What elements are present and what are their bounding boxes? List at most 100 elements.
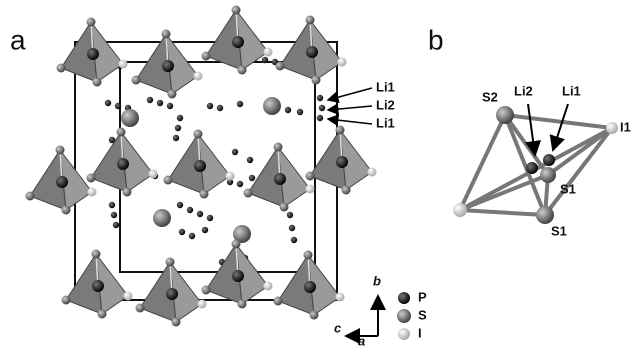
li-atom [291,237,297,243]
vertex-atom [164,176,173,185]
atom-label: Li2 [514,83,533,98]
arrow [328,88,372,100]
vertex-atom [136,304,145,313]
li-atom [202,227,208,233]
vertex-atom [312,76,321,85]
li-atom [147,97,153,103]
vertex-atom [88,188,97,197]
panel-b-structure [453,104,618,224]
vertex-atom [336,293,345,302]
vertex-atom [117,128,126,137]
vertex-atom [238,66,247,75]
p-atom [306,46,318,58]
li-atom [187,207,193,213]
p-atom [304,281,316,293]
atom-label: S1 [560,181,576,196]
axis-label: c [334,320,342,335]
vertex-atom [87,18,96,27]
axis-label: b [373,273,381,288]
li-atom [179,229,185,235]
arrow [328,106,372,110]
p-atom [232,270,244,282]
vertex-atom [200,190,209,199]
li-atom [237,181,243,187]
li-atom [289,225,295,231]
legend-label: I [418,325,422,340]
li-atom [317,95,323,101]
li-atom [287,212,293,218]
li-atom [173,135,179,141]
li-atom [207,215,213,221]
p-atom [56,176,68,188]
vertex-atom [202,52,211,61]
vertex-atom [304,251,313,260]
vertex-atom [232,6,241,15]
li-atom [189,233,195,239]
vertex-atom [62,296,71,305]
site-label: Li1 [376,79,395,94]
li-atom [319,105,325,111]
site-label: Li2 [376,97,395,112]
vertex-atom [306,16,315,25]
li-atom [177,202,183,208]
li-atom [297,109,303,115]
vertex-atom [162,30,171,39]
vertex-atom [168,90,177,99]
panel-label: b [428,24,444,55]
legend-label: S [418,307,427,322]
vertex-atom [232,240,241,249]
li-atom [317,115,323,121]
p-atom [92,280,104,292]
vertex-atom [172,318,181,327]
vertex-atom [306,172,315,181]
vertex-atom [274,143,283,152]
atom-label: I1 [620,119,631,134]
vertex-atom [342,186,351,195]
vertex-atom [92,250,101,259]
vertex-atom [238,300,247,309]
vertex-atom [132,76,141,85]
vertex-atom [264,282,273,291]
vertex-atom [57,64,66,73]
li-atom [262,57,268,63]
p-atom [274,173,286,185]
li-atom [111,212,117,218]
atom-label: S1 [551,223,567,238]
vertex-atom [368,168,377,177]
structure [26,6,377,327]
li-atom [175,125,181,131]
vertex-atom [280,203,289,212]
li-atom [249,175,255,181]
vertex-atom [124,292,133,301]
arrow [328,119,372,124]
legend-i [398,328,410,340]
li-atom [197,211,203,217]
legend-label: P [418,289,427,304]
li-atom [113,222,119,228]
vertex-atom [336,126,345,135]
p-atom [117,158,129,170]
li-atom [115,103,121,109]
vertex-atom [87,174,96,183]
axes [346,296,378,336]
li-atom [237,101,243,107]
panel-label: a [10,24,26,55]
vertex-atom [264,48,273,57]
vertex-atom [166,258,175,267]
vertex-atom [198,300,207,309]
vertex-atom [194,130,203,139]
legend-s [397,309,411,323]
vertex-atom [276,62,285,71]
li-atom [232,149,238,155]
atom-label: S2 [482,89,498,104]
vertex-atom [119,60,128,69]
vertex-atom [93,78,102,87]
vertex-atom [123,188,132,197]
p-atom [162,60,174,72]
vertex-atom [338,58,347,67]
vertex-atom [274,297,283,306]
li-atom [285,107,291,113]
vertex-atom [194,72,203,81]
vertex-atom [26,192,35,201]
p-atom [166,288,178,300]
